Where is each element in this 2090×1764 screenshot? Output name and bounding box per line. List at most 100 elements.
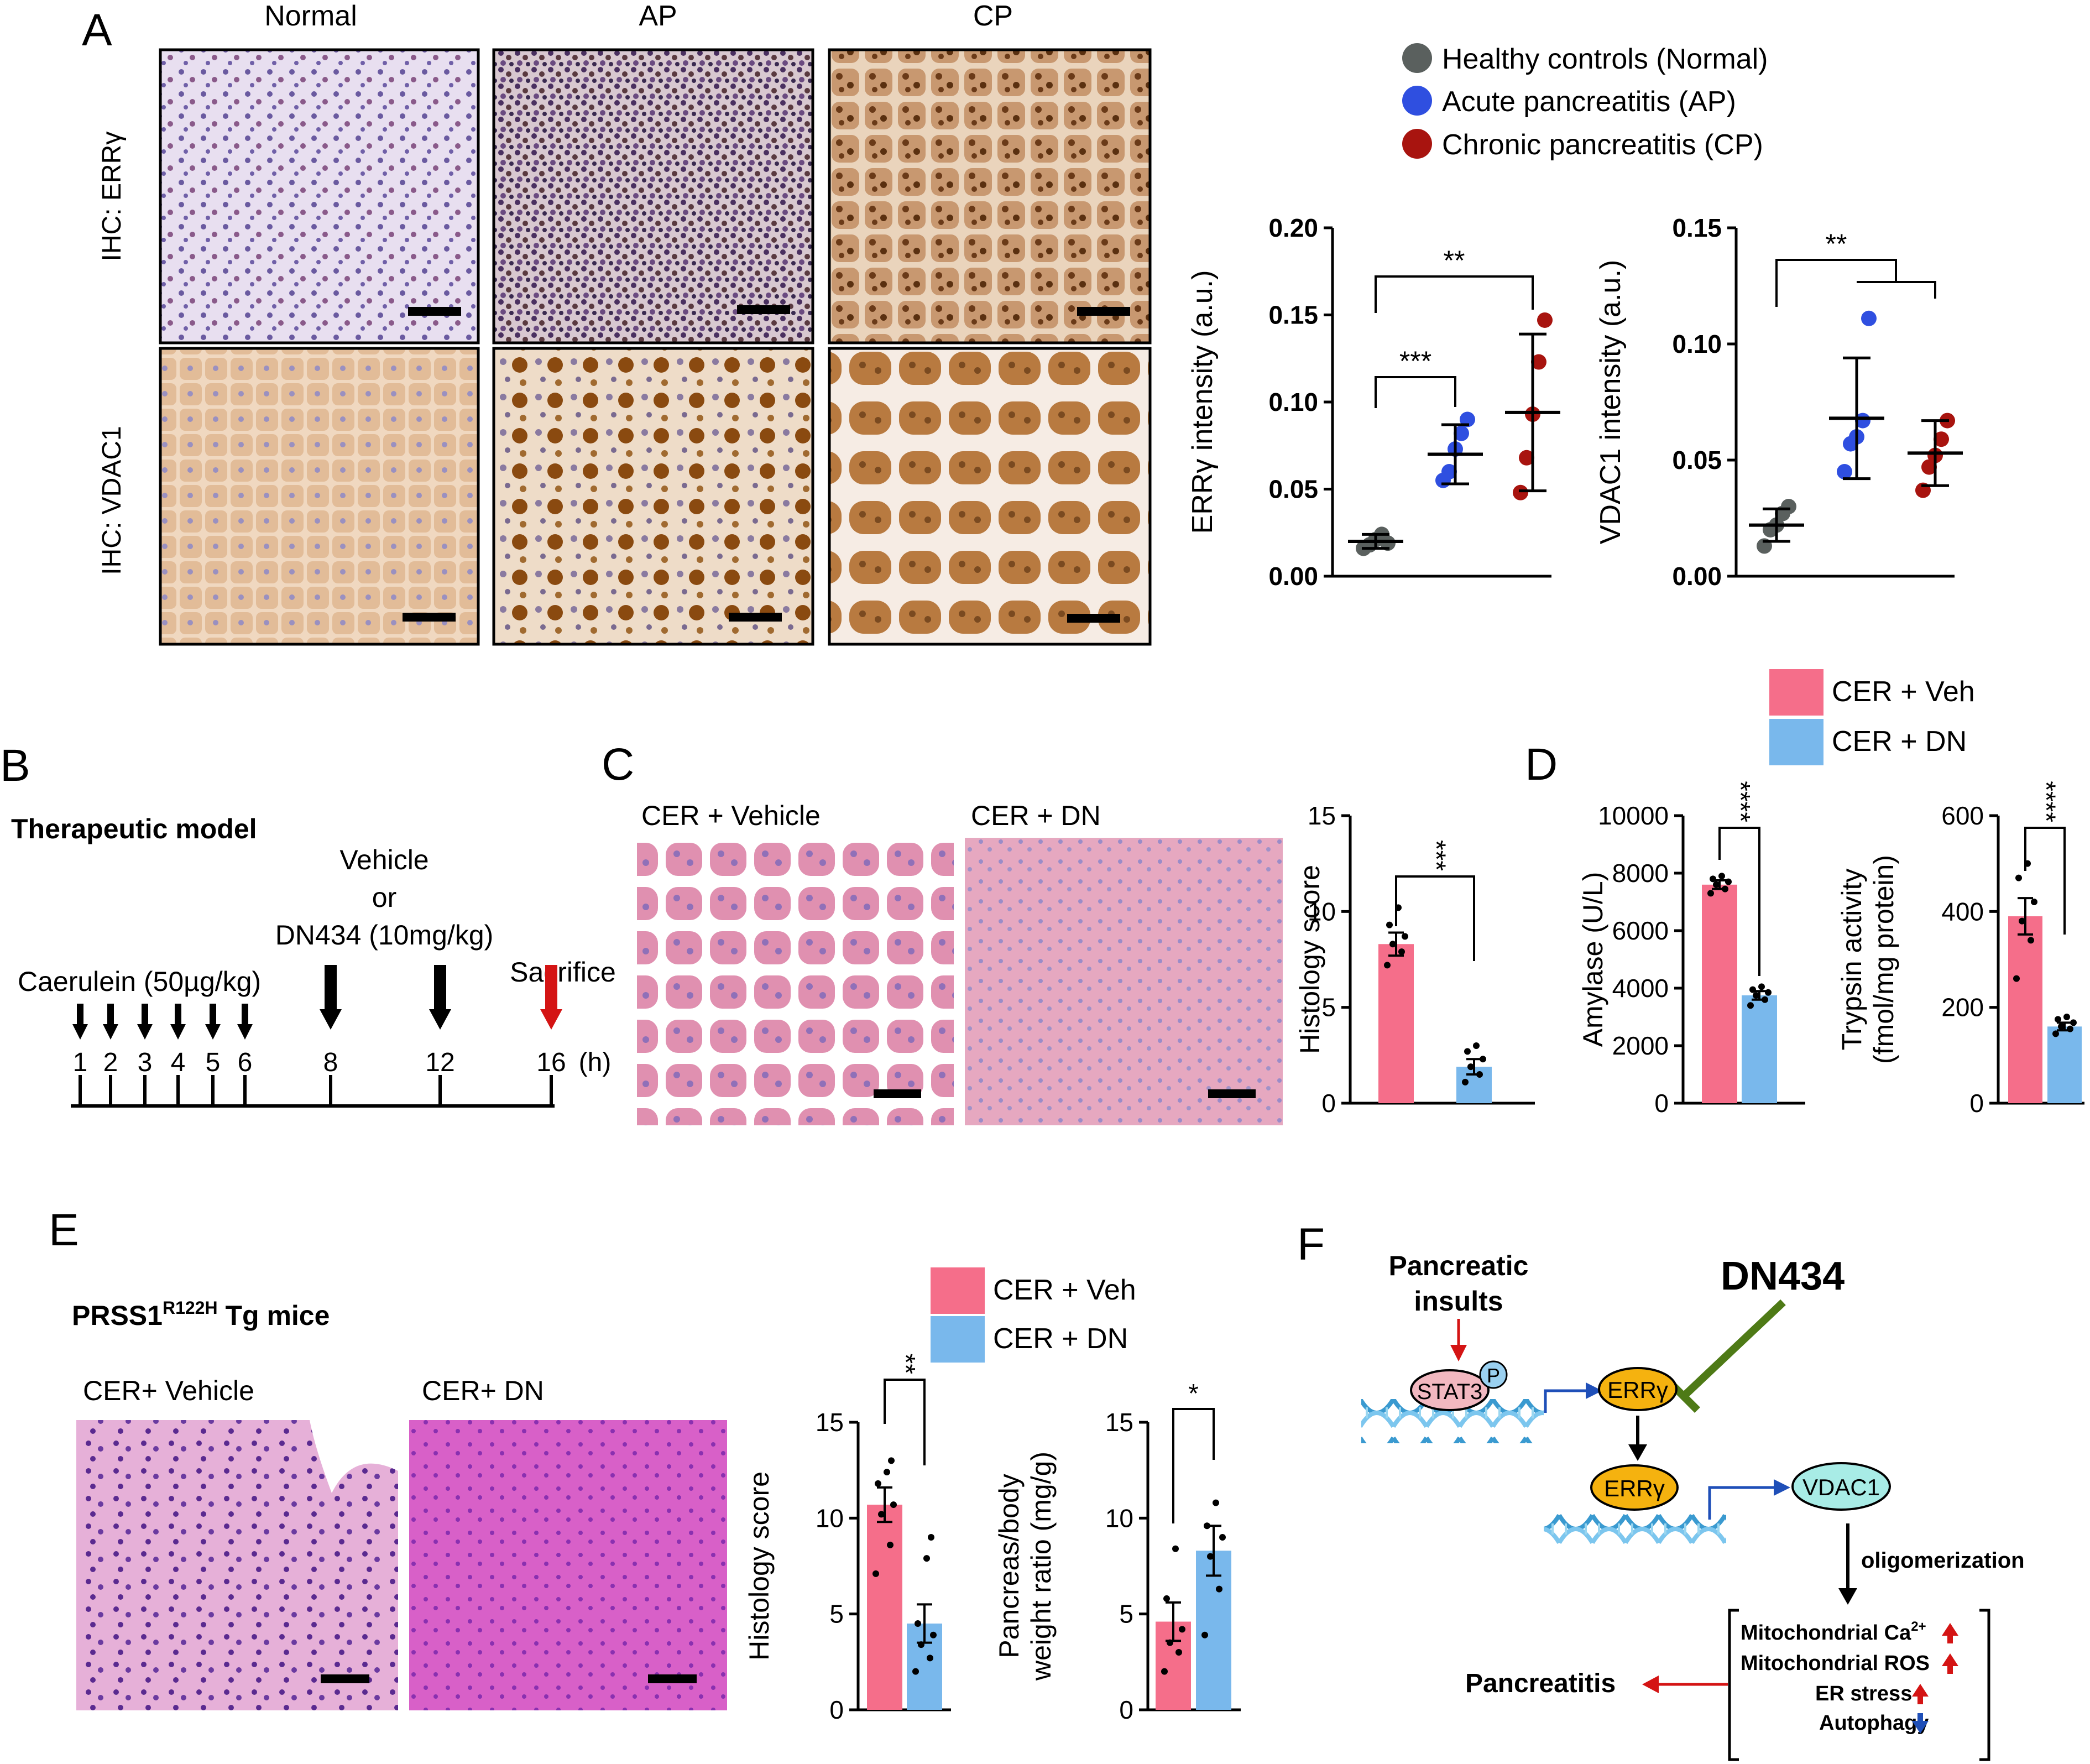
y-tick-label: 10 — [1308, 897, 1336, 926]
panel-a: A Normal AP CP IHC: ERRγ IHC: VDAC1 — [82, 0, 1963, 646]
micrograph-cer-dn — [965, 838, 1283, 1125]
y-tick-label: 200 — [1941, 993, 1984, 1022]
legend-label-dn: CER + DN — [993, 1323, 1128, 1355]
significance-label: * — [1188, 1379, 1199, 1408]
y-tick-label: 600 — [1941, 801, 1984, 830]
data-point — [1480, 1056, 1486, 1063]
erry-to-vdac1-arrow-head — [1774, 1479, 1790, 1496]
sacrifice-label: Sacrifice — [510, 957, 616, 988]
data-point — [1781, 499, 1796, 514]
y-tick-label: 5 — [1321, 993, 1336, 1022]
y-axis-label: VDAC1 intensity (a.u.) — [1595, 260, 1627, 544]
image-label-vehicle: CER + Vehicle — [641, 800, 821, 831]
caerulein-arrow-icon — [72, 1004, 88, 1040]
data-point — [927, 1655, 933, 1662]
up-arrow-icon — [1942, 1653, 1958, 1674]
data-point — [1476, 1071, 1483, 1078]
data-point — [2028, 937, 2034, 944]
data-point — [918, 1641, 924, 1648]
erry-label-2: ERRγ — [1604, 1475, 1665, 1501]
significance-bracket — [1857, 281, 1936, 299]
stat3-label: STAT3 — [1417, 1380, 1483, 1404]
treatment-label-1: Vehicle — [339, 844, 429, 875]
panel-d-letter: D — [1525, 739, 1558, 790]
data-point — [1219, 1534, 1226, 1541]
legend-d: CER + Veh CER + DN — [1769, 669, 1975, 765]
y-tick-label: 0.05 — [1672, 446, 1722, 474]
bar — [1742, 995, 1777, 1103]
micrograph-normal-erry — [159, 48, 480, 345]
data-point — [884, 1469, 890, 1476]
data-point — [1179, 1626, 1185, 1633]
data-point — [1216, 1585, 1222, 1593]
data-point — [1861, 310, 1877, 326]
erry-to-vdac1-arrow — [1708, 1486, 1775, 1520]
data-point — [1749, 986, 1756, 993]
y-tick-label: 0.15 — [1268, 301, 1318, 330]
y-tick-label: 0 — [1654, 1089, 1669, 1118]
scale-bar — [321, 1674, 369, 1683]
y-tick-label: 2000 — [1612, 1031, 1669, 1060]
treatment-label-3: DN434 (10mg/kg) — [275, 920, 494, 951]
significance-bracket — [2024, 827, 2066, 935]
oligomerization-label: oligomerization — [1861, 1548, 2025, 1573]
data-point — [1467, 1063, 1474, 1071]
y-tick-label: 6000 — [1612, 916, 1669, 945]
data-point — [1207, 1553, 1214, 1560]
significance-label: ** — [891, 1354, 920, 1374]
data-point — [1167, 1639, 1173, 1646]
y-tick-label: 0 — [1969, 1089, 1984, 1118]
y-tick-label: 0 — [829, 1695, 844, 1724]
timeline-title: Therapeutic model — [11, 813, 257, 844]
panel-a-letter: A — [82, 5, 112, 55]
treatment-arrow-icon — [320, 965, 342, 1030]
effect-mito-ros: Mitochondrial ROS — [1741, 1652, 1930, 1675]
erry-label-1: ERRγ — [1607, 1377, 1668, 1403]
data-point — [1753, 992, 1759, 999]
bar — [1196, 1551, 1231, 1710]
outcome-label: Pancreatitis — [1465, 1669, 1616, 1698]
effect-mito-ca: Mitochondrial Ca2+ — [1741, 1619, 1926, 1645]
legend-label-veh: CER + Veh — [993, 1274, 1136, 1306]
column-label-normal: Normal — [264, 0, 357, 32]
data-point — [1464, 1048, 1471, 1055]
y-tick-label: 0.10 — [1672, 330, 1722, 358]
y-tick-label: 400 — [1941, 897, 1984, 926]
erry-translocation-arrow-head — [1628, 1444, 1647, 1461]
data-point — [2063, 1014, 2070, 1020]
data-point — [1713, 881, 1720, 888]
data-point — [2015, 874, 2022, 881]
model-title: PRSS1R122H Tg mice — [72, 1298, 330, 1331]
significance-label: ** — [1826, 228, 1847, 259]
legend-label-cp: Chronic pancreatitis (CP) — [1442, 129, 1763, 161]
timepoint-label: 3 — [138, 1048, 153, 1077]
micrograph-ap-erry — [492, 48, 814, 345]
caerulein-arrow-icon — [137, 1004, 153, 1040]
y-tick-label: 0.15 — [1672, 213, 1722, 242]
caerulein-arrow-icon — [205, 1004, 221, 1040]
legend-label-ap: Acute pancreatitis (AP) — [1442, 86, 1736, 118]
vdac1-node — [1791, 1462, 1891, 1511]
y-axis-label: Amylase (U/L) — [1577, 872, 1608, 1047]
micrograph-cp-vdac1 — [828, 347, 1152, 646]
caerulein-arrow-icon — [237, 1004, 253, 1040]
y-tick-label: 10000 — [1598, 801, 1669, 830]
vdac1-label: VDAC1 — [1802, 1474, 1880, 1500]
y-axis-label: ERRγ intensity (a.u.) — [1187, 270, 1219, 534]
data-point — [1384, 962, 1391, 969]
significance-bracket — [1375, 275, 1534, 313]
chart-histology-score-e: 0 5 10 15 Histology score ** — [744, 1354, 951, 1724]
legend-label-normal: Healthy controls (Normal) — [1442, 43, 1768, 75]
data-point — [1765, 989, 1772, 996]
data-point — [1462, 1078, 1469, 1085]
micrograph-cer-vehicle — [637, 838, 954, 1125]
legend-label-dn: CER + DN — [1832, 726, 1967, 758]
legend-a: Healthy controls (Normal) Acute pancreat… — [1402, 43, 1768, 161]
up-arrow-icon — [1942, 1623, 1958, 1643]
treatment-arrow-icon — [429, 965, 451, 1030]
y-tick-label: 15 — [816, 1408, 844, 1437]
data-point — [1473, 1042, 1480, 1049]
row-label-vdac1: IHC: VDAC1 — [97, 426, 127, 575]
vdac1-arrow-head — [1838, 1588, 1857, 1605]
